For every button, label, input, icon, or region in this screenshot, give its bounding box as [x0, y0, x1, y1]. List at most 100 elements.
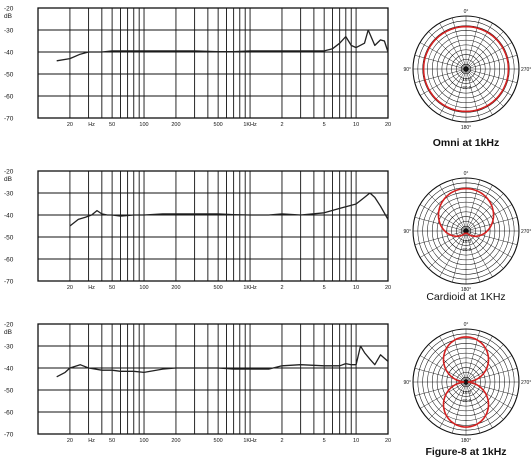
- angle-label-0: 0°: [464, 171, 469, 177]
- x-tick-label: 20: [385, 438, 391, 444]
- polar-spoke: [465, 230, 480, 283]
- polar-spoke: [439, 381, 467, 429]
- polar-pattern: [422, 25, 510, 113]
- response-chart-2: -20 -30 -40 -50 -60 -70 dB 20 Hz 50 100 200 500 1KHz 2…: [4, 169, 391, 292]
- polar-caption: Cardioid at 1KHz: [426, 291, 505, 303]
- angle-label-0: 0°: [464, 9, 469, 15]
- y-tick-label: -60: [4, 257, 14, 264]
- angle-label-0: 0°: [464, 322, 469, 328]
- x-tick-label: 20: [67, 122, 73, 128]
- polar-spoke: [465, 179, 480, 232]
- x-tick-label: 5: [323, 122, 326, 128]
- angle-label-90: 90°: [403, 380, 411, 386]
- polar-spoke: [439, 184, 467, 232]
- polar-spoke: [428, 344, 467, 383]
- y-unit-label: dB: [4, 13, 12, 20]
- x-tick-label: 1KHz: [243, 122, 257, 128]
- polar-spoke: [465, 230, 504, 269]
- polar-spoke: [465, 193, 504, 232]
- polar-spoke: [465, 381, 513, 409]
- polar-pattern: [442, 336, 490, 428]
- x-tick-label: 20: [67, 285, 73, 291]
- x-tick-label: 500: [214, 438, 223, 444]
- response-chart-3: -20 -30 -40 -50 -60 -70 dB 20 Hz 50 100 200 500 1KHz 2…: [4, 322, 391, 445]
- polar-spoke: [428, 31, 467, 70]
- x-tick-label: Hz: [88, 438, 95, 444]
- x-tick-label: 20: [385, 285, 391, 291]
- x-tick-label: 1KHz: [243, 285, 257, 291]
- polar-spoke: [465, 335, 493, 383]
- x-tick-label: 5: [323, 285, 326, 291]
- polar-center: [463, 379, 469, 385]
- y-unit-label: dB: [4, 329, 12, 336]
- angle-label-180: 180°: [461, 287, 471, 293]
- polar-center: [463, 66, 469, 72]
- angle-label-90: 90°: [403, 67, 411, 73]
- response-chart-1: -20 -30 -40 -50 -60 -70 dB 20 Hz 50 100 200 500 1KHz 2…: [4, 6, 391, 129]
- angle-label-90: 90°: [403, 229, 411, 235]
- polar-spoke: [465, 68, 504, 107]
- x-tick-label: 5: [323, 438, 326, 444]
- polar-chart-omni: 0° 90° 270° 180° -10.0 -20.0 Omni at 1kHz: [403, 9, 531, 149]
- response-curve: [56, 345, 389, 378]
- polar-spoke: [428, 381, 467, 420]
- y-tick-label: -50: [4, 72, 14, 79]
- x-tick-label: Hz: [88, 285, 95, 291]
- y-tick-label: -20: [4, 6, 14, 13]
- ring-label: -20.0: [461, 398, 472, 403]
- polar-spoke: [428, 230, 467, 269]
- polar-spoke: [419, 230, 467, 258]
- y-tick-label: -40: [4, 213, 14, 220]
- response-curve: [69, 192, 389, 227]
- y-tick-label: -70: [4, 432, 14, 439]
- polar-spoke: [428, 68, 467, 107]
- polar-spoke: [452, 17, 467, 70]
- polar-spoke: [465, 68, 493, 116]
- horizontal-gridlines: [38, 323, 388, 435]
- polar-spoke: [414, 68, 467, 83]
- polar-spoke: [465, 31, 504, 70]
- angle-label-180: 180°: [461, 125, 471, 131]
- polar-spoke: [452, 68, 467, 121]
- y-tick-label: -20: [4, 169, 14, 176]
- polar-spoke: [419, 204, 467, 232]
- polar-spoke: [465, 381, 504, 420]
- polar-spoke: [419, 381, 467, 409]
- x-tick-label: 100: [139, 122, 148, 128]
- polar-spoke: [465, 17, 480, 70]
- x-tick-label: 500: [214, 285, 223, 291]
- x-tick-label: 500: [214, 122, 223, 128]
- polar-spoke: [465, 68, 480, 121]
- polar-spoke: [414, 230, 467, 245]
- polar-spoke: [419, 355, 467, 383]
- ring-label: -10.0: [461, 239, 472, 244]
- x-tick-label: 10: [353, 285, 359, 291]
- polar-caption: Figure-8 at 1kHz: [425, 446, 506, 458]
- y-tick-label: -60: [4, 94, 14, 101]
- y-tick-label: -30: [4, 191, 14, 198]
- y-tick-label: -20: [4, 322, 14, 329]
- polar-spoke: [439, 68, 467, 116]
- y-tick-label: -30: [4, 28, 14, 35]
- polar-spoke: [428, 193, 467, 232]
- ring-label: -20.0: [461, 85, 472, 90]
- angle-label-270: 270°: [521, 67, 531, 73]
- polar-spoke: [439, 335, 467, 383]
- angle-label-270: 270°: [521, 229, 531, 235]
- polar-spoke: [439, 230, 467, 278]
- x-tick-label: Hz: [88, 122, 95, 128]
- y-tick-label: -50: [4, 235, 14, 242]
- y-tick-label: -40: [4, 366, 14, 373]
- polar-spoke: [465, 184, 493, 232]
- polar-center: [463, 228, 469, 234]
- x-tick-label: 20: [67, 438, 73, 444]
- polar-spoke: [452, 230, 467, 283]
- polar-spoke: [465, 22, 493, 70]
- polar-spoke: [465, 355, 513, 383]
- x-tick-label: 20: [385, 122, 391, 128]
- x-tick-label: 50: [109, 122, 115, 128]
- polar-spoke: [465, 381, 493, 429]
- polar-spoke: [419, 42, 467, 70]
- polar-spoke: [414, 55, 467, 70]
